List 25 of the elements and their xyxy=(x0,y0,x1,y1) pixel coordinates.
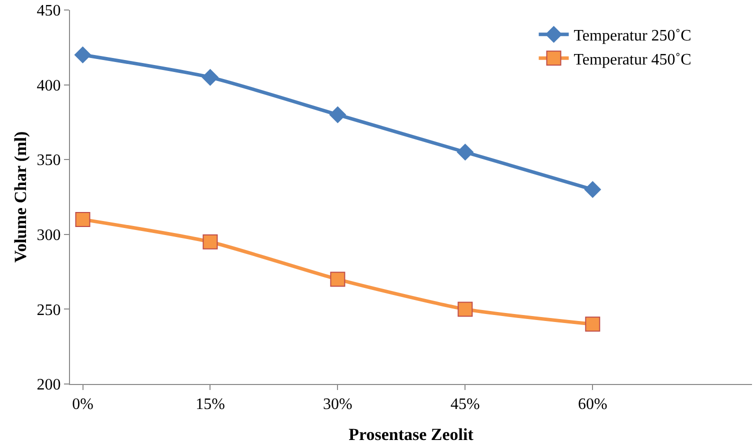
y-tick-label: 200 xyxy=(36,376,61,394)
y-tick-label: 250 xyxy=(36,302,61,319)
point xyxy=(456,144,474,160)
legend-label: Temperatur 450˚C xyxy=(574,51,692,68)
x-tick-label: 15% xyxy=(196,396,225,414)
y-tick-label: 400 xyxy=(36,77,61,94)
point xyxy=(330,272,346,287)
point xyxy=(202,234,218,250)
point xyxy=(74,46,92,64)
y-axis-title: Volume Char (ml) xyxy=(11,131,30,263)
point xyxy=(585,316,600,332)
point xyxy=(202,69,219,86)
point xyxy=(584,181,601,198)
point xyxy=(458,302,473,317)
x-tick-label: 30% xyxy=(323,396,352,414)
x-tick-label: 45% xyxy=(450,396,480,414)
point xyxy=(75,212,90,227)
x-tick-label: 60% xyxy=(578,396,608,414)
y-tick-label: 300 xyxy=(36,227,61,244)
legend-label: Temperatur 250˚C xyxy=(574,28,692,45)
x-axis-title: Prosentase Zeolit xyxy=(348,425,474,444)
y-tick-label: 450 xyxy=(36,2,61,20)
y-tick-label: 350 xyxy=(36,152,61,170)
x-tick-label: 0% xyxy=(72,396,94,414)
point xyxy=(329,106,346,124)
